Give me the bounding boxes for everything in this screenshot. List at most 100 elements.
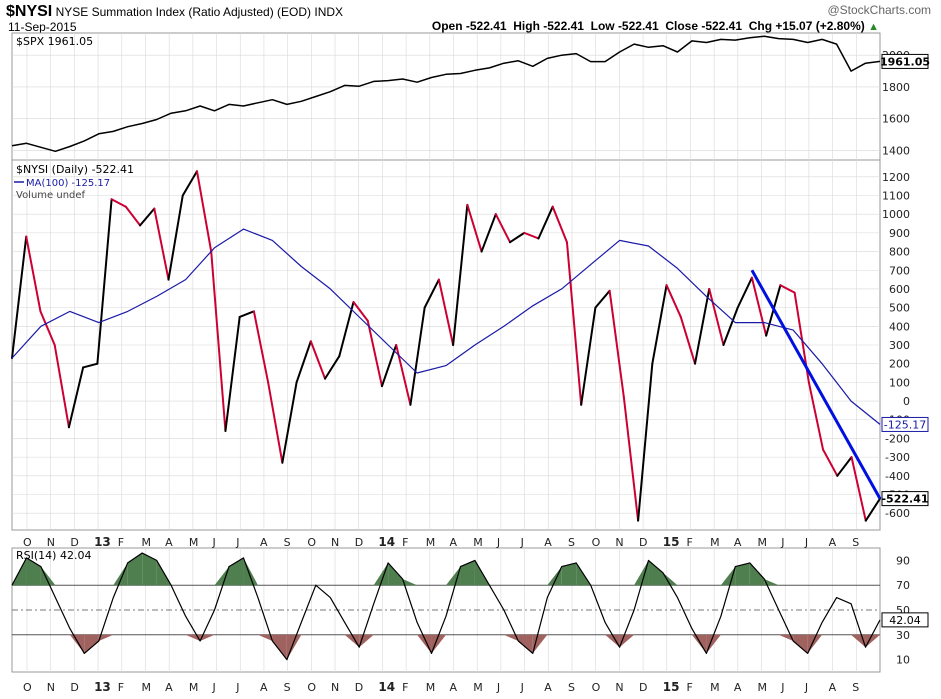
nysi-segment-down — [53, 344, 70, 429]
x-tick-label-bottom: N — [331, 681, 339, 694]
y-tick-label: -200 — [885, 432, 910, 445]
nysi-segment-up — [238, 310, 255, 318]
rsi-overbought-fill — [388, 562, 403, 586]
nysi-segment-up — [324, 355, 341, 380]
nysi-segment-down — [195, 170, 213, 253]
rsi-oversold-fill — [691, 634, 707, 654]
rsi-overbought-fill — [663, 572, 678, 586]
nysi-segment-up — [380, 344, 398, 388]
x-tick-label: J — [780, 536, 784, 549]
nysi-segment-up — [480, 213, 497, 253]
x-tick-label: A — [260, 536, 268, 549]
nysi-segment-up — [722, 306, 739, 346]
spx-legend: $SPX 1961.05 — [16, 35, 93, 48]
nysi-segment-down — [807, 381, 825, 451]
x-tick-label-bottom: 14 — [378, 680, 395, 694]
rsi-oversold-fill — [98, 634, 114, 641]
y-tick-label: 1600 — [882, 113, 910, 126]
x-tick-label-bottom: A — [260, 681, 268, 694]
nysi-segment-up — [11, 235, 28, 360]
nysi-segment-down — [779, 284, 796, 294]
nysi-segment-up — [423, 278, 440, 309]
x-tick-label: A — [829, 536, 837, 549]
y-tick-label: 200 — [889, 358, 910, 371]
nysi-segment-up — [637, 362, 654, 522]
x-tick-label-bottom: O — [592, 681, 601, 694]
nysi-segment-up — [509, 231, 526, 244]
ma-last-label: -125.17 — [884, 418, 926, 431]
x-tick-label-bottom: A — [829, 681, 837, 694]
nysi-segment-down — [750, 276, 768, 337]
x-tick-label-bottom: M — [473, 681, 483, 694]
rsi-overbought-fill — [214, 566, 229, 586]
x-tick-label: J — [212, 536, 216, 549]
x-tick-label: M — [141, 536, 151, 549]
nysi-segment-up — [96, 198, 113, 365]
x-tick-label: D — [639, 536, 647, 549]
x-tick-label: 13 — [94, 535, 111, 549]
nysi-segment-down — [822, 448, 839, 477]
nysi-segment-down — [523, 231, 540, 240]
rsi-overbought-fill — [764, 579, 779, 586]
x-tick-label-bottom: J — [212, 681, 216, 694]
nysi-segment-up — [452, 203, 469, 346]
x-tick-label: D — [355, 536, 363, 549]
x-tick-label: S — [568, 536, 575, 549]
x-tick-label-bottom: M — [141, 681, 151, 694]
x-tick-label: F — [402, 536, 408, 549]
x-tick-label-bottom: N — [615, 681, 623, 694]
y-tick-label: 1200 — [882, 171, 910, 184]
x-tick-label: M — [710, 536, 720, 549]
nysi-segment-up — [181, 170, 198, 197]
spx-line — [11, 35, 881, 153]
x-tick-label: F — [686, 536, 692, 549]
y-tick-label: 400 — [889, 320, 910, 333]
rsi-oversold-fill — [518, 634, 533, 654]
up-arrow-icon: ▲ — [868, 21, 879, 33]
rsi-tick-label: 30 — [896, 629, 910, 642]
rsi-overbought-fill — [634, 560, 649, 586]
y-tick-label: 700 — [889, 264, 910, 277]
spx-last-label: 1961.05 — [880, 55, 930, 68]
rsi-oversold-fill — [431, 634, 446, 654]
y-tick-label: 1000 — [882, 208, 910, 221]
y-tick-label: 600 — [889, 283, 910, 296]
nysi-segment-up — [224, 315, 241, 432]
rsi-overbought-fill — [142, 552, 157, 586]
x-tick-label: J — [235, 536, 239, 549]
rsi-oversold-fill — [793, 634, 808, 654]
x-tick-label-bottom: J — [496, 681, 500, 694]
rsi-overbought-fill — [547, 566, 562, 586]
nysi-segment-up — [167, 194, 184, 281]
x-tick-label-bottom: 13 — [94, 680, 111, 694]
y-tick-label: 800 — [889, 246, 910, 259]
x-tick-label-bottom: F — [402, 681, 408, 694]
close-value: Close -522.41 — [665, 19, 743, 33]
date: 11-Sep-2015 — [8, 20, 77, 34]
rsi-last-label: 42.04 — [889, 614, 921, 627]
nysi-segment-down — [25, 235, 42, 313]
rsi-overbought-fill — [243, 557, 258, 586]
rsi-oversold-fill — [605, 634, 620, 648]
y-tick-label: 1800 — [882, 81, 910, 94]
nysi-ma-line — [11, 228, 881, 425]
x-tick-label: S — [284, 536, 291, 549]
rsi-tick-label: 90 — [896, 554, 910, 567]
x-tick-label-bottom: O — [307, 681, 316, 694]
x-tick-label: O — [592, 536, 601, 549]
nysi-segment-up — [281, 381, 298, 464]
rsi-legend: RSI(14) 42.04 — [16, 549, 91, 562]
x-tick-label-bottom: N — [47, 681, 55, 694]
x-tick-label: A — [165, 536, 173, 549]
rsi-oversold-fill — [344, 634, 360, 648]
nysi-segment-down — [622, 396, 640, 522]
x-tick-label-bottom: A — [450, 681, 458, 694]
x-tick-label: J — [804, 536, 808, 549]
y-tick-label: -600 — [885, 507, 910, 520]
x-tick-label: 15 — [663, 535, 680, 549]
nysi-segment-up — [594, 289, 611, 309]
y-tick-label: -400 — [885, 470, 910, 483]
x-tick-label: M — [758, 536, 768, 549]
x-tick-label-bottom: F — [118, 681, 124, 694]
x-tick-label-bottom: M — [710, 681, 720, 694]
